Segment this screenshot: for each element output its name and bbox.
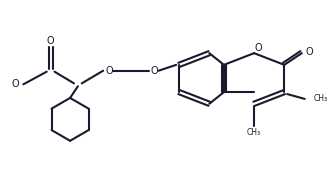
Text: CH₃: CH₃	[314, 94, 328, 103]
Text: O: O	[105, 66, 113, 76]
Text: O: O	[47, 36, 54, 46]
Text: O: O	[12, 79, 19, 89]
Text: O: O	[254, 43, 262, 53]
Text: CH₃: CH₃	[247, 128, 261, 137]
Text: O: O	[150, 66, 158, 76]
Text: O: O	[306, 47, 313, 57]
